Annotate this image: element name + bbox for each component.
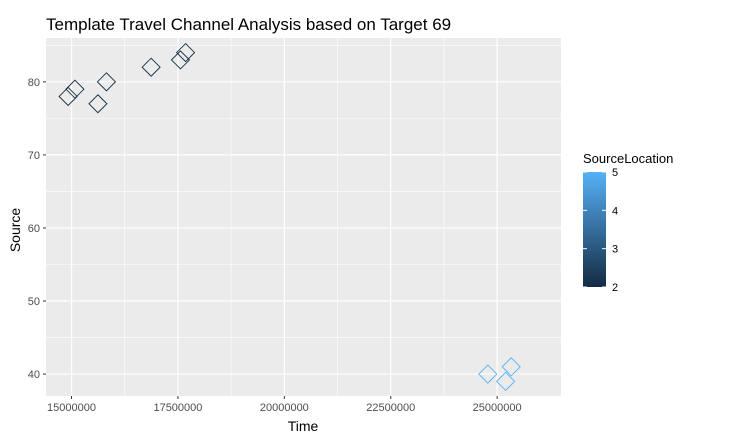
y-tick-label: 40: [28, 369, 40, 381]
y-tick-label: 70: [28, 150, 40, 162]
legend-title: SourceLocation: [583, 151, 673, 166]
x-tick-label: 22500000: [366, 402, 415, 414]
x-tick-label: 15000000: [47, 402, 96, 414]
y-tick-label: 80: [28, 77, 40, 89]
scatter-point: [478, 364, 498, 384]
x-tick-label: 17500000: [153, 402, 202, 414]
y-tick-label: 50: [28, 296, 40, 308]
scatter-point: [496, 371, 516, 392]
data-points: [58, 42, 521, 392]
minor-gridlines: [46, 38, 561, 396]
x-axis-ticks: 15000000 17500000 20000000 22500000 25000000: [47, 396, 522, 414]
y-tick-label: 60: [28, 223, 40, 235]
legend-tick-label: 2: [612, 282, 618, 294]
legend-tick-label: 5: [612, 167, 618, 179]
legend-ticks: 2 3 4 5: [583, 167, 618, 294]
scatter-point: [501, 357, 521, 377]
legend-colorbar: [583, 172, 606, 287]
scatter-point: [175, 42, 196, 63]
x-tick-label: 25000000: [473, 402, 522, 414]
scatter-point: [141, 57, 161, 77]
scatter-point: [58, 86, 78, 107]
y-axis-title: Source: [7, 208, 23, 253]
legend-tick-label: 4: [612, 205, 618, 217]
x-tick-label: 20000000: [260, 402, 309, 414]
x-axis-title: Time: [288, 418, 319, 434]
plot-panel: [46, 38, 561, 396]
chart-title: Template Travel Channel Analysis based o…: [46, 15, 451, 34]
scatter-point: [96, 72, 117, 92]
major-gridlines: [46, 38, 561, 396]
y-axis-ticks: 40 50 60 70 80: [28, 77, 46, 381]
legend-tick-label: 3: [612, 244, 618, 256]
scatter-point: [170, 50, 191, 70]
scatter-point: [65, 79, 85, 99]
scatter-point: [88, 94, 108, 114]
